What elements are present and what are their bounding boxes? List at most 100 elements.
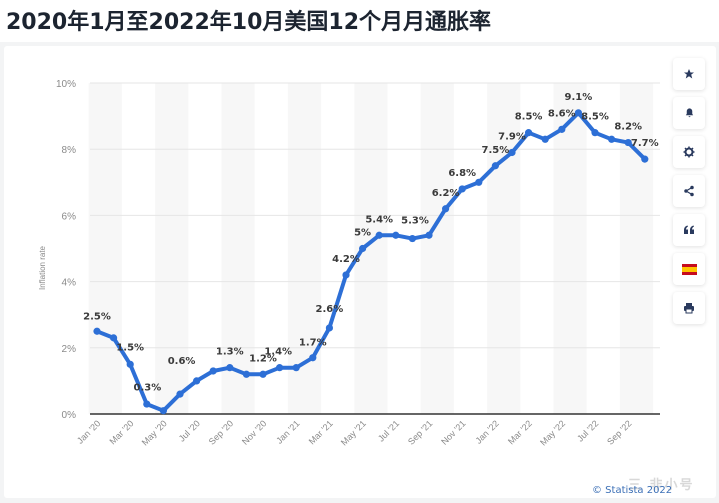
x-tick-label: Mar '21 (307, 418, 335, 446)
data-label: 2.5% (83, 311, 111, 322)
data-point[interactable] (541, 135, 549, 143)
data-point[interactable] (110, 334, 118, 342)
chart-card: 0% 2% 4% 6% 8% 10% Inflation rate Jan '20 Mar … (4, 46, 716, 498)
quote-icon (684, 225, 694, 234)
data-label: 4.2% (332, 254, 360, 265)
toolbar-sidebar (673, 58, 705, 331)
x-tick-label: Sep '22 (605, 418, 633, 446)
chart-gridlines (90, 82, 660, 349)
data-point[interactable] (126, 360, 134, 368)
data-point[interactable] (425, 231, 433, 239)
notification-button[interactable] (673, 97, 705, 129)
x-tick-label: Nov '21 (439, 418, 467, 446)
data-point[interactable] (641, 155, 649, 163)
data-label: 6.2% (432, 188, 460, 199)
data-point[interactable] (491, 162, 499, 170)
star-icon (684, 69, 694, 79)
share-button[interactable] (673, 175, 705, 207)
data-point[interactable] (508, 148, 516, 157)
data-point[interactable] (458, 185, 466, 193)
y-tick-label: 8% (62, 145, 77, 156)
inflation-line (95, 110, 647, 413)
print-button[interactable] (673, 292, 705, 324)
data-point[interactable] (276, 364, 284, 372)
background-band (155, 83, 189, 414)
data-point[interactable] (442, 205, 450, 213)
background-band (487, 83, 521, 414)
x-tick-label: Jul '21 (376, 418, 401, 443)
data-point[interactable] (292, 364, 300, 372)
data-point[interactable] (176, 390, 184, 398)
x-tick-label: Jan '21 (274, 418, 301, 445)
data-point[interactable] (624, 138, 632, 147)
y-tick-label: 0% (62, 410, 77, 421)
x-tick-label: Mar '20 (108, 418, 136, 446)
line-chart: 0%2%4%6%8%10% Inflation rate Jan '20 Mar … (38, 79, 660, 448)
data-point[interactable] (408, 234, 416, 243)
y-tick-label: 4% (62, 278, 77, 289)
data-point[interactable] (309, 354, 317, 362)
data-point[interactable] (558, 125, 566, 133)
background-band (88, 83, 122, 414)
data-label: 7.7% (631, 138, 659, 149)
data-label: 8.2% (614, 122, 642, 133)
data-label: 0.6% (168, 356, 196, 367)
data-label: 8.5% (581, 112, 609, 123)
favorite-button[interactable] (673, 58, 705, 90)
data-point[interactable] (242, 370, 250, 378)
data-point[interactable] (591, 129, 599, 137)
data-label: 8.5% (515, 112, 543, 123)
data-point[interactable] (525, 129, 533, 137)
data-point[interactable] (93, 327, 101, 335)
spain-flag-icon (681, 263, 697, 275)
x-tick-label: Jul '22 (575, 418, 600, 443)
data-point[interactable] (342, 271, 350, 279)
data-label: 0.3% (134, 383, 162, 394)
x-tick-label: May '22 (538, 418, 567, 447)
data-point[interactable] (259, 370, 267, 378)
bell-icon (685, 108, 693, 118)
x-tick-label: May '20 (140, 418, 169, 447)
x-tick-label: May '21 (339, 418, 368, 447)
background-band (420, 83, 454, 414)
gear-icon (683, 146, 695, 158)
data-point[interactable] (143, 400, 151, 408)
background-band (221, 83, 255, 414)
data-point[interactable] (608, 135, 616, 143)
x-tick-label: Sep '20 (207, 418, 235, 446)
background-band (619, 83, 654, 414)
language-button[interactable] (673, 253, 705, 285)
data-point[interactable] (226, 364, 234, 372)
statista-credit-link[interactable]: © Statista 2022 (592, 485, 673, 496)
x-tick-label: Jan '20 (75, 418, 102, 445)
printer-icon (684, 303, 694, 314)
x-axis-ticks: Jan '20 Mar '20 May '20 Jul '20 Sep '20 Nov '… (75, 418, 634, 447)
data-point[interactable] (193, 377, 201, 385)
data-label: 5% (354, 228, 371, 239)
settings-button[interactable] (673, 136, 705, 168)
y-tick-label: 6% (62, 211, 77, 222)
y-axis-label: Inflation rate (38, 245, 47, 290)
data-label: 1.7% (299, 338, 327, 349)
data-label: 8.6% (548, 108, 576, 119)
data-point[interactable] (392, 231, 400, 239)
data-point[interactable] (359, 244, 367, 253)
data-point[interactable] (209, 367, 217, 375)
data-point[interactable] (159, 407, 167, 415)
data-labels: 2.5% 1.5% 0.3% 0.6% 1.3% 1.2%1.4% 1.7% 2.6% 4.2%… (83, 92, 659, 394)
x-tick-label: Jul '20 (177, 418, 202, 443)
cite-button[interactable] (673, 214, 705, 246)
data-label: 9.1% (565, 92, 593, 103)
data-point[interactable] (574, 109, 583, 117)
page-title: 2020年1月至2022年10月美国12个月月通胀率 (6, 10, 492, 35)
watermark: 三 非小号 (628, 478, 695, 493)
data-point[interactable] (375, 231, 383, 239)
data-label: 6.8% (448, 168, 476, 179)
background-band (553, 83, 587, 414)
share-icon (684, 185, 694, 197)
x-tick-label: Jan '22 (473, 418, 500, 445)
data-point[interactable] (475, 178, 483, 186)
data-point[interactable] (325, 324, 333, 332)
data-points (93, 109, 649, 415)
x-tick-label: Sep '21 (406, 418, 434, 446)
